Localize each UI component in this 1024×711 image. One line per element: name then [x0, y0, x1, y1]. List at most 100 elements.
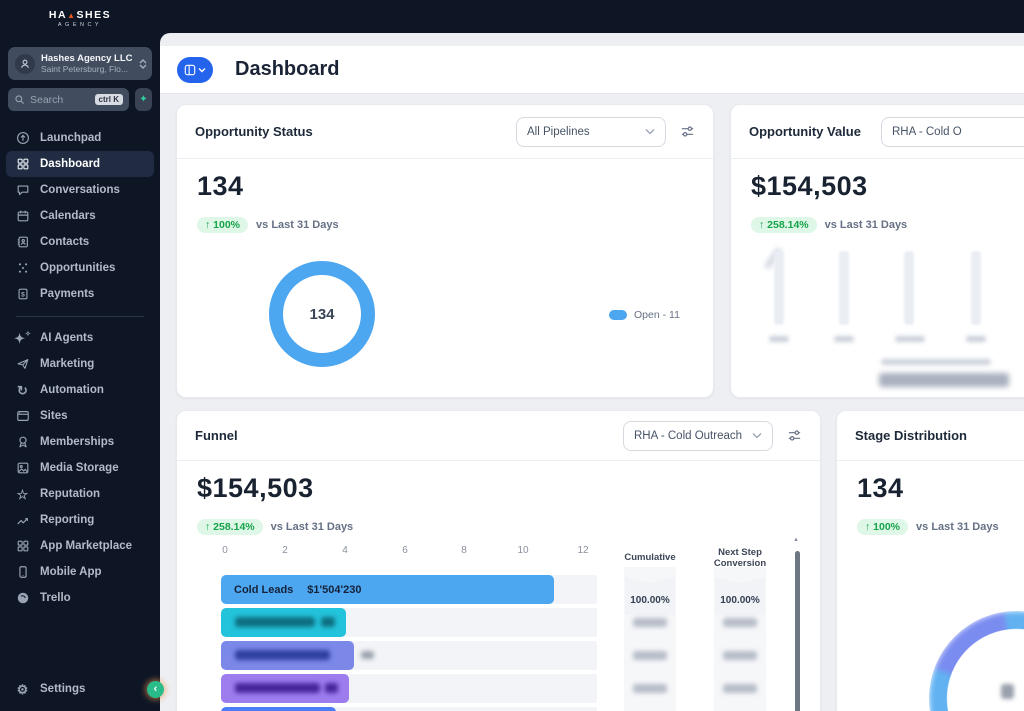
user-avatar-icon	[15, 53, 35, 74]
opportunity-value-card: Opportunity Value RHA - Cold O $154,503 …	[730, 104, 1024, 398]
sidebar-item-reputation[interactable]: ☆ Reputation	[6, 481, 154, 507]
sidebar-item-marketing[interactable]: Marketing	[6, 351, 154, 377]
pipeline-filter-dropdown[interactable]: RHA - Cold Outreach Pi...	[623, 420, 773, 451]
sidebar-item-label: Trello	[40, 592, 71, 604]
sidebar-item-label: App Marketplace	[40, 540, 133, 552]
blurred-donut-label	[1001, 684, 1014, 699]
sidebar-item-label: Payments	[40, 288, 95, 300]
search-box[interactable]: ctrl K	[8, 88, 129, 111]
sidebar-item-memberships[interactable]: Memberships	[6, 429, 154, 455]
sidebar-collapse-button[interactable]: ‹	[147, 681, 164, 698]
axis-tick: 2	[282, 545, 288, 556]
funnel-bar-blurred[interactable]	[221, 641, 354, 670]
account-switcher[interactable]: Hashes Agency LLC Saint Petersburg, Flo.…	[8, 47, 152, 80]
ai-sparkle-button[interactable]: ✦	[135, 88, 152, 111]
sidebar-item-mobile-app[interactable]: Mobile App	[6, 559, 154, 585]
sidebar-item-dashboard[interactable]: Dashboard	[6, 151, 154, 177]
sidebar-item-conversations[interactable]: Conversations	[6, 177, 154, 203]
filter-sliders-icon[interactable]	[680, 124, 695, 139]
sidebar-item-calendars[interactable]: Calendars	[6, 203, 154, 229]
search-input[interactable]	[30, 93, 90, 106]
sidebar-item-label: Conversations	[40, 184, 120, 196]
stage-count: 134	[857, 473, 904, 503]
change-badge: ↑ 100%	[857, 519, 909, 535]
ai-agents-icon: ✦ ✧	[14, 330, 31, 346]
sidebar-item-label: Reporting	[40, 514, 95, 526]
funnel-bar-blurred[interactable]	[221, 608, 346, 637]
nav-footer: ⚙ Settings	[0, 676, 160, 702]
pipeline-filter-dropdown[interactable]: RHA - Cold O	[881, 116, 1024, 147]
funnel-amount: $154,503	[197, 473, 314, 503]
automation-icon: ↻	[17, 382, 28, 398]
card-title: Opportunity Value	[749, 124, 861, 139]
blurred-percent	[633, 684, 667, 693]
memberships-icon	[15, 435, 30, 449]
logo-text: HA▲SHES	[0, 9, 160, 21]
legend-item-open[interactable]: Open - 11	[609, 309, 680, 321]
sidebar-divider	[16, 316, 144, 317]
sidebar-item-label: Mobile App	[40, 566, 102, 578]
contacts-icon	[15, 235, 30, 249]
blurred-bar	[904, 251, 914, 325]
funnel-bar-blurred[interactable]	[221, 707, 336, 711]
sidebar-item-label: Opportunities	[40, 262, 116, 274]
sidebar-item-label: Sites	[40, 410, 68, 422]
sidebar-item-label: Settings	[40, 683, 86, 695]
trello-icon	[15, 591, 30, 605]
app-marketplace-icon	[15, 539, 30, 553]
sidebar-item-launchpad[interactable]: Launchpad	[6, 125, 154, 151]
sidebar-item-label: AI Agents	[40, 332, 94, 344]
sidebar-item-opportunities[interactable]: Opportunities	[6, 255, 154, 281]
sidebar-item-media-storage[interactable]: Media Storage	[6, 455, 154, 481]
blurred-stage-value	[361, 651, 374, 659]
blurred-tick-label	[895, 336, 925, 342]
filter-sliders-icon[interactable]	[787, 428, 802, 443]
sidebar-item-label: Dashboard	[40, 158, 101, 170]
stage-distribution-card: Stage Distribution 134 ↑ 100% vs Last 31…	[836, 410, 1024, 711]
sidebar-item-label: Media Storage	[40, 462, 119, 474]
sidebar-item-app-marketplace[interactable]: App Marketplace	[6, 533, 154, 559]
sidebar-item-settings[interactable]: ⚙ Settings	[6, 676, 154, 702]
funnel-card: Funnel RHA - Cold Outreach Pi... $154,50…	[176, 410, 821, 711]
blurred-legend-line	[881, 359, 991, 365]
compare-label: vs Last 31 Days	[916, 521, 999, 533]
sidebar-item-contacts[interactable]: Contacts	[6, 229, 154, 255]
pipeline-filter-dropdown[interactable]: All Pipelines	[516, 116, 666, 147]
blurred-tick-label	[769, 336, 789, 342]
main-content: Dashboard Opportunity Status All Pipelin…	[160, 33, 1024, 711]
blurred-stage-label	[235, 650, 330, 660]
dropdown-value: All Pipelines	[527, 125, 590, 138]
compare-label: vs Last 31 Days	[256, 219, 339, 231]
sidebar-item-label: Reputation	[40, 488, 101, 500]
sidebar-item-sites[interactable]: Sites	[6, 403, 154, 429]
dashboard-layout-button[interactable]	[177, 56, 213, 83]
calendars-icon	[15, 209, 30, 223]
nav-primary: Launchpad Dashboard Conversations Calend…	[0, 125, 160, 325]
sidebar-item-automation[interactable]: ↻ Automation	[6, 377, 154, 403]
top-bar: HA▲SHES AGENCY	[0, 0, 1024, 33]
blurred-percent	[723, 651, 757, 660]
sidebar-item-ai-agents[interactable]: ✦ ✧ AI Agents	[6, 325, 154, 351]
next-step-header: Next Step Conversion	[713, 547, 767, 569]
sidebar-item-reporting[interactable]: Reporting	[6, 507, 154, 533]
funnel-bar-blurred[interactable]	[221, 674, 349, 703]
scroll-up-icon[interactable]: ▲	[793, 537, 799, 543]
blurred-stage-label	[235, 617, 315, 627]
blurred-percent	[633, 618, 667, 627]
opportunity-value-header: Opportunity Value RHA - Cold O	[731, 105, 1024, 159]
next-step-value-badge: 100.00%	[715, 577, 765, 615]
change-badge: ↑ 258.14%	[751, 217, 817, 233]
sidebar-item-payments[interactable]: $ Payments	[6, 281, 154, 307]
funnel-bar-cold-leads[interactable]: Cold Leads $1'504'230	[221, 575, 554, 604]
sites-icon	[15, 409, 30, 423]
opportunity-status-header: Opportunity Status All Pipelines	[177, 105, 713, 159]
reputation-icon: ☆	[16, 486, 29, 502]
axis-tick: 4	[342, 545, 348, 556]
scrollbar-thumb[interactable]	[795, 551, 800, 711]
agency-logo: HA▲SHES AGENCY	[0, 9, 160, 28]
media-storage-icon	[15, 461, 30, 475]
reporting-icon	[15, 513, 30, 527]
sidebar-item-trello[interactable]: Trello	[6, 585, 154, 611]
donut-center-value: 134	[309, 305, 335, 323]
